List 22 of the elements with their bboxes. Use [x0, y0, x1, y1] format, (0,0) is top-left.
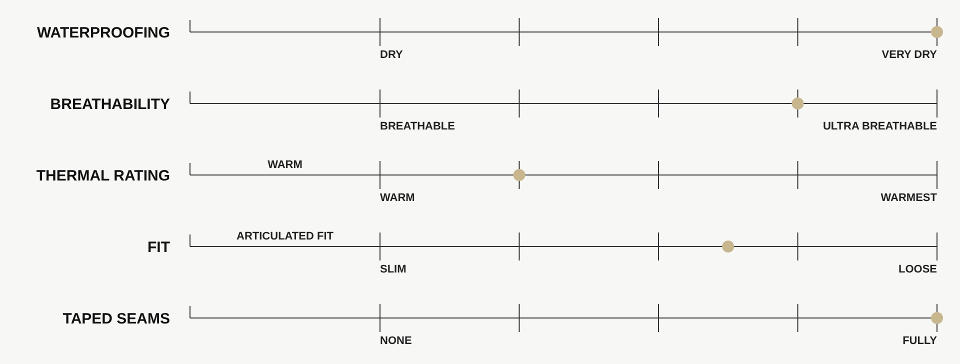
y-tick-label: BREATHABILITY [50, 96, 170, 113]
annotation: NONE [380, 335, 412, 347]
annotation: LOOSE [898, 264, 937, 276]
annotation: DRY [380, 49, 404, 61]
annotation: FULLY [902, 335, 938, 347]
point [513, 169, 526, 181]
text: WARM [268, 159, 302, 171]
annotation: SLIM [380, 264, 406, 276]
annotation: ULTRA BREATHABLE [822, 120, 937, 132]
annotation: BREATHABLE [380, 120, 455, 132]
y-tick-label: TAPED SEAMS [62, 310, 170, 328]
annotation: WARM [380, 192, 415, 204]
y-tick-label: THERMAL RATING [36, 167, 170, 184]
point [722, 240, 734, 252]
point [931, 312, 943, 324]
point [792, 98, 804, 110]
text: ARTICULATED FIT [236, 230, 334, 242]
point [931, 26, 943, 38]
annotation: WARMEST [880, 192, 938, 204]
annotation: VERY DRY [882, 49, 938, 61]
y-tick-label: FIT [148, 238, 170, 256]
y-tick-label: WATERPROOFING [36, 24, 170, 42]
